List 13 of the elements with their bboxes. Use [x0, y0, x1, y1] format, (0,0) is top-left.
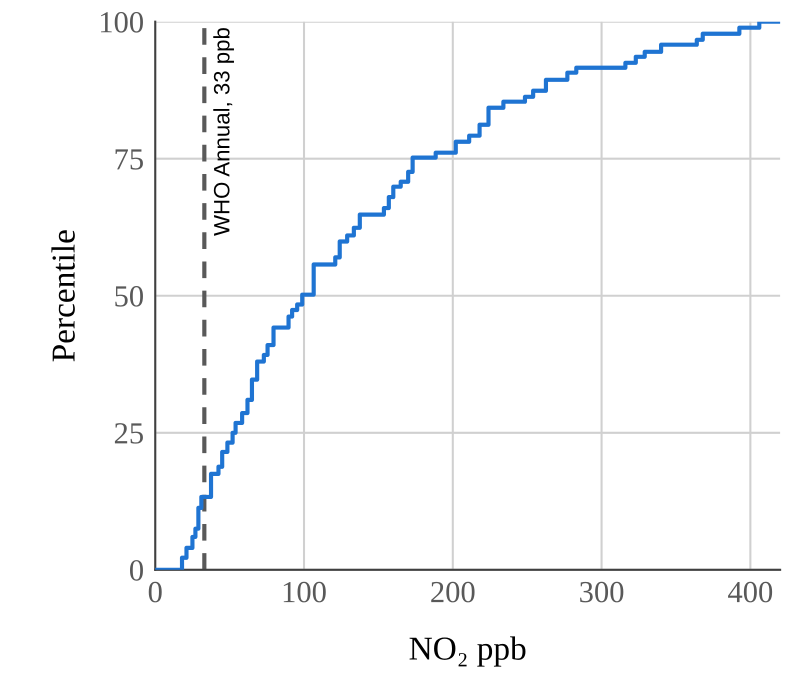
- x-axis-title: NO₂ ppb: [410, 636, 526, 667]
- ref-line-label: WHO Annual, 33 ppb: [213, 28, 234, 236]
- x-tick-label: 400: [728, 582, 772, 602]
- y-tick-label: 0: [130, 560, 143, 581]
- y-tick-label: 50: [115, 286, 143, 307]
- x-tick-label: 0: [148, 582, 162, 602]
- y-axis-title: Percentile: [51, 230, 75, 362]
- x-tick-label: 200: [431, 582, 475, 602]
- x-tick-label: 100: [284, 582, 326, 602]
- x-tick-label: 300: [580, 582, 624, 602]
- y-tick-label: 75: [116, 149, 143, 170]
- y-tick-label: 25: [114, 423, 143, 444]
- y-tick-label: 100: [100, 12, 143, 33]
